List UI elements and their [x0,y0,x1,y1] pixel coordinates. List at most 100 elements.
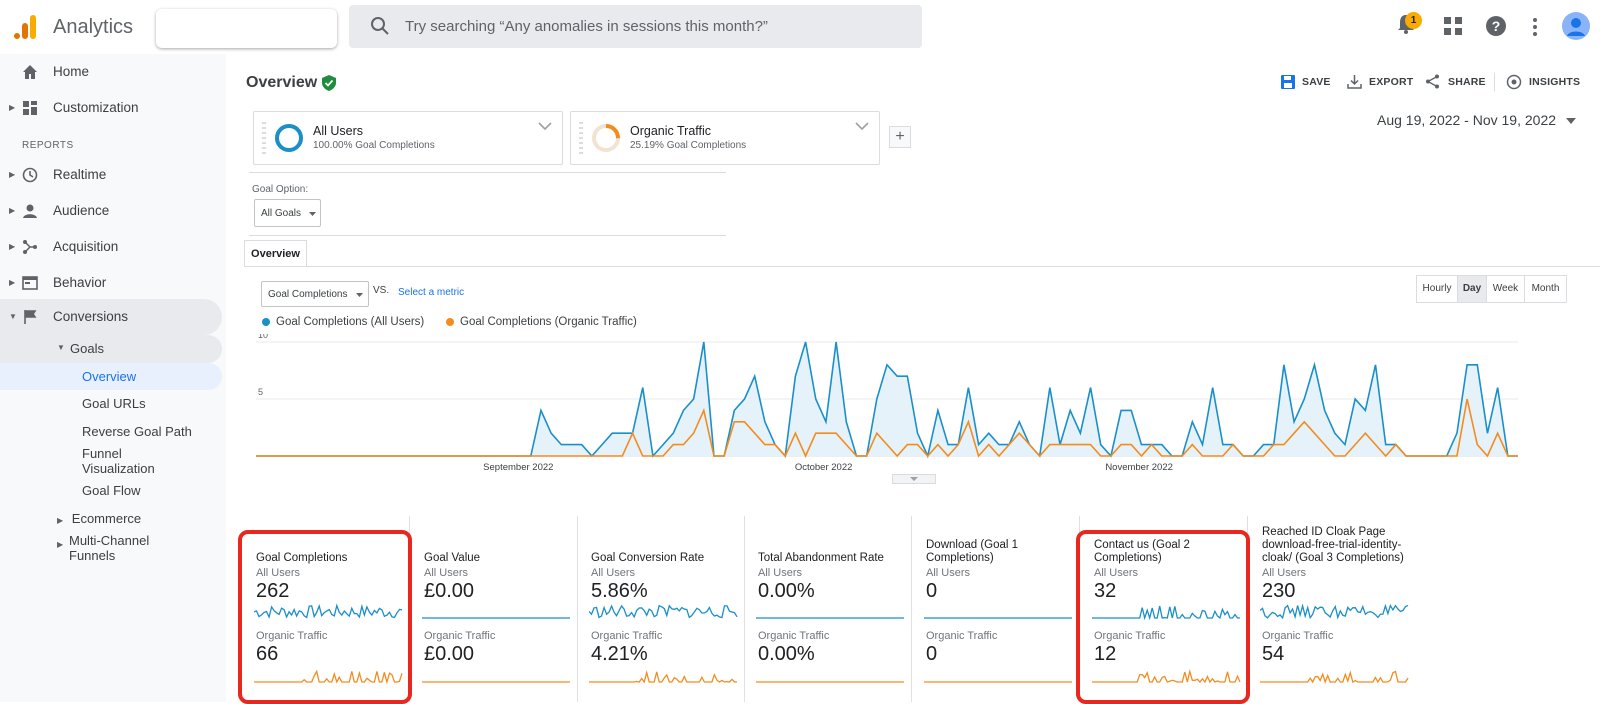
notification-count-badge: 1 [1405,12,1422,29]
date-range-picker[interactable]: Aug 19, 2022 - Nov 19, 2022 [1377,112,1576,128]
account-selector[interactable] [156,9,337,48]
sidebar-item-conversions[interactable]: ▼ Conversions [0,299,222,335]
goal-option-value: All Goals [261,208,302,219]
sidebar-item-realtime[interactable]: ▶ Realtime [0,157,222,193]
metric-card[interactable]: Goal Conversion Rate All Users 5.86% Organi… [579,516,745,702]
analytics-logo-icon[interactable] [12,14,38,40]
segment-card-organic-traffic[interactable]: Organic Traffic 25.19% Goal Completions [570,111,880,165]
metric-select[interactable]: Goal Completions [261,281,369,307]
card-divider [577,516,578,702]
apps-grid-icon[interactable] [1444,17,1462,35]
legend-swatch [262,317,270,326]
sparkline-organic-traffic [1092,668,1241,684]
sidebar-item-goal-flow[interactable]: Goal Flow [82,483,141,498]
sidebar-item-label: Customization [53,100,139,115]
add-segment-button[interactable]: + [889,126,911,148]
caret-down-icon [309,212,316,216]
more-options-icon[interactable] [1532,17,1538,37]
metric-segment-label: Organic Traffic [256,630,328,642]
granularity-day-button[interactable]: Day [1457,275,1487,303]
collapse-arrow-icon: ▼ [9,312,17,321]
sidebar-item-acquisition[interactable]: ▶ Acquisition [0,229,222,265]
sidebar: Home ▶ Customization REPORTS ▶ Realtime … [0,54,226,702]
segment-card-all-users[interactable]: All Users 100.00% Goal Completions [253,111,563,165]
save-icon[interactable] [1281,75,1295,89]
metric-card[interactable]: Goal Value All Users £0.00 Organic Traffic £… [412,516,578,702]
sidebar-item-customization[interactable]: ▶ Customization [0,90,222,126]
select-metric-link[interactable]: Select a metric [398,287,465,298]
metric-card[interactable]: Contact us (Goal 2 Completions) All Users… [1082,516,1248,702]
expand-arrow-icon: ▶ [9,278,16,287]
search-bar[interactable] [349,5,922,48]
sidebar-item-funnel-visualization[interactable]: Funnel Visualization [82,446,155,476]
sidebar-item-goals[interactable]: ▼ Goals [0,335,222,363]
y-tick-label: 5 [258,387,263,397]
segment-percentage: 25.19% Goal Completions [630,140,747,151]
granularity-hourly-button[interactable]: Hourly [1416,275,1458,303]
sidebar-item-goal-overview[interactable]: Overview [0,363,222,390]
metric-card[interactable]: Download (Goal 1 Completions) All Users 0 O… [914,516,1080,702]
segment-donut-icon [275,124,303,152]
insights-button[interactable]: INSIGHTS [1529,76,1581,88]
metric-value-all-users: £0.00 [424,580,475,602]
metric-title: Goal Value [424,552,481,564]
sidebar-item-goal-urls[interactable]: Goal URLs [82,396,146,411]
metric-title: Goal Completions [256,552,348,564]
metric-segment-label: All Users [926,567,971,579]
chevron-down-icon[interactable] [855,122,869,130]
metric-value-all-users: 0 [926,580,938,602]
main-content: Overview SAVE EXPORT SHARE INSIGHTS All … [226,54,1600,704]
legend-item-organic-traffic: Goal Completions (Organic Traffic) [446,316,637,328]
search-input[interactable] [405,5,905,48]
export-icon[interactable] [1347,74,1362,89]
sidebar-item-reverse-goal-path[interactable]: Reverse Goal Path [82,424,192,439]
export-button[interactable]: EXPORT [1369,76,1414,88]
help-icon[interactable]: ? [1486,16,1506,36]
reports-section-label: REPORTS [22,140,74,151]
highlight-box [1076,530,1250,704]
metric-card[interactable]: Total Abandonment Rate All Users 0.00% Orga… [746,516,912,702]
chevron-down-icon[interactable] [538,122,552,130]
goal-option-label: Goal Option: [252,184,309,195]
metric-value-all-users: 0.00% [758,580,815,602]
sidebar-item-behavior[interactable]: ▶ Behavior [0,265,222,301]
y-tick-label: 10 [258,334,268,340]
sparkline-all-users [1092,605,1240,621]
acquisition-icon [23,240,37,254]
sidebar-item-ecommerce[interactable]: ▶ Ecommerce [57,511,141,526]
sidebar-item-label: Multi-Channel [69,533,150,548]
metric-value-organic-traffic: £0.00 [424,643,475,665]
granularity-week-button[interactable]: Week [1486,275,1525,303]
metric-segment-label: All Users [591,567,636,579]
metric-value-all-users: 262 [256,580,290,602]
metric-card[interactable]: Reached ID Cloak Page download-free-tria… [1250,516,1416,702]
sidebar-item-home[interactable]: Home [0,54,222,90]
caret-down-icon [1565,118,1576,125]
verified-check-icon [322,75,336,91]
sparkline-organic-traffic [1260,670,1409,684]
divider [249,235,726,236]
metric-value-all-users: 230 [1262,580,1296,602]
goal-option-select[interactable]: All Goals [254,199,321,227]
granularity-month-button[interactable]: Month [1524,275,1567,303]
tab-overview[interactable]: Overview [244,240,307,266]
sparkline-all-users [924,617,1072,619]
user-avatar-icon[interactable] [1562,12,1590,40]
metric-value-organic-traffic: 66 [256,643,279,665]
metric-card[interactable]: Goal Completions All Users 262 Organic Traf… [244,516,410,702]
sparkline-path [589,669,737,684]
share-button[interactable]: SHARE [1448,76,1486,88]
caret-down-icon [910,477,918,481]
chart-collapse-handle[interactable] [892,474,936,484]
card-divider [744,516,745,702]
insights-icon[interactable] [1506,74,1522,90]
sidebar-item-label: Goals [70,341,104,356]
metric-segment-label: All Users [758,567,803,579]
metric-value-organic-traffic: 0 [926,643,938,665]
save-button[interactable]: SAVE [1302,76,1331,88]
card-divider [911,516,912,702]
sparkline-path [1260,603,1409,620]
sparkline-all-users [254,603,403,619]
share-icon[interactable] [1425,74,1440,89]
sidebar-item-audience[interactable]: ▶ Audience [0,193,222,229]
